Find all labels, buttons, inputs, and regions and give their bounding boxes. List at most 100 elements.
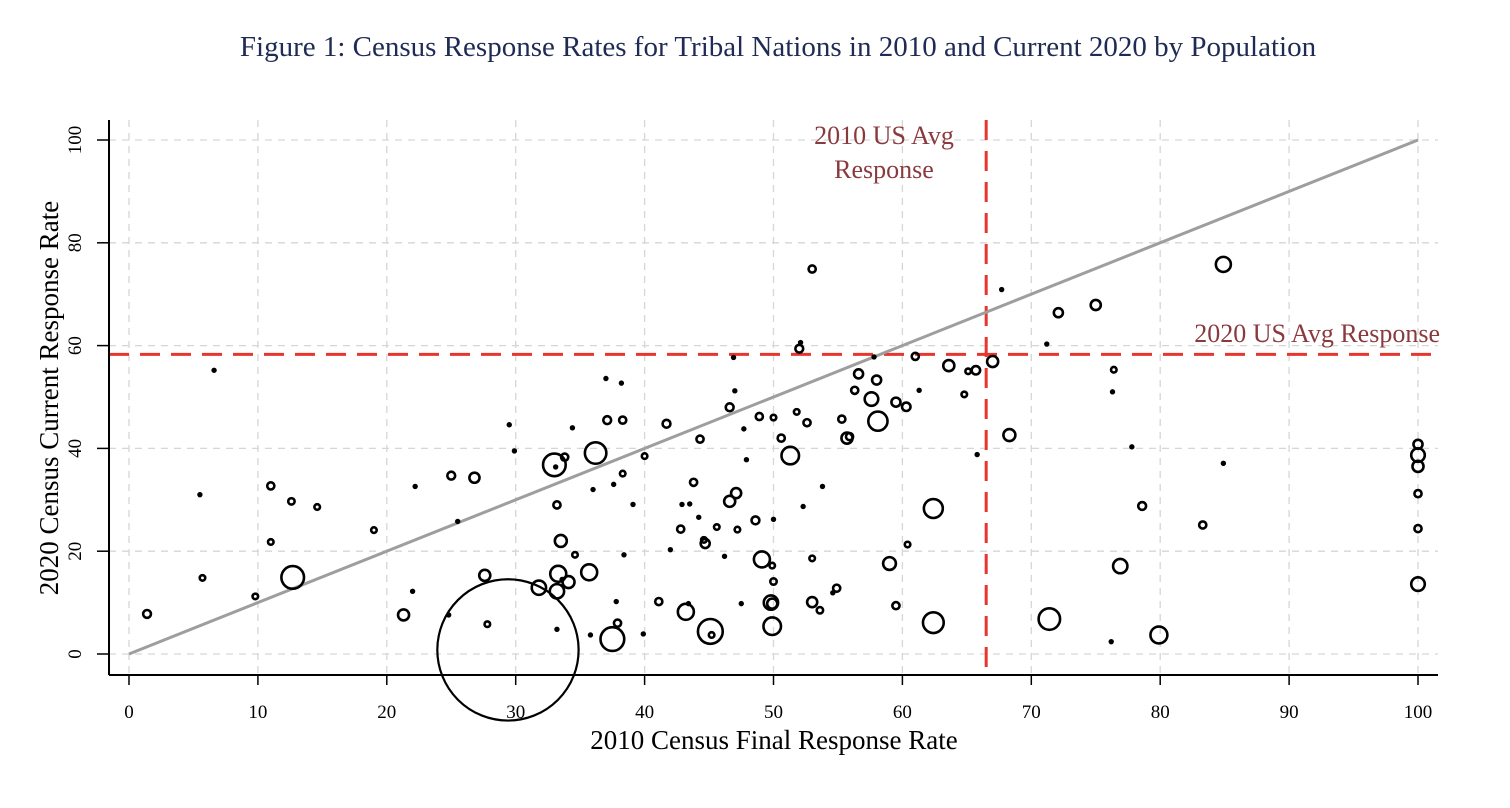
x-tick-label: 40 (635, 702, 654, 723)
bubble (752, 550, 772, 569)
y-tick-label: 20 (65, 542, 86, 561)
bubble (477, 568, 492, 583)
vref-label-line-2: Response (834, 155, 934, 184)
bubble (770, 516, 777, 523)
bubble (601, 414, 613, 426)
bubble (667, 546, 674, 553)
bubble (738, 600, 744, 607)
bubble (964, 367, 973, 376)
bubble (722, 494, 737, 509)
y-tick-label: 80 (65, 233, 86, 252)
bubble (679, 501, 685, 508)
bubble (559, 452, 570, 463)
bubble (1109, 389, 1116, 395)
y-tick-label: 0 (65, 649, 86, 659)
bubble (768, 561, 777, 570)
bubble (741, 426, 747, 432)
bubble (808, 554, 817, 563)
bubble (409, 588, 416, 594)
bubble (266, 537, 275, 547)
bubble (815, 605, 825, 615)
bubble (998, 286, 1005, 293)
bubble (579, 562, 599, 582)
bubble (552, 500, 562, 510)
bubble (1111, 557, 1129, 575)
x-tick-label: 70 (1022, 702, 1041, 723)
bubble (916, 387, 922, 394)
bubble (794, 343, 805, 354)
bubble (1149, 625, 1169, 645)
bubble (970, 364, 982, 376)
bubble (618, 380, 625, 386)
bubble (653, 596, 664, 607)
bubble (676, 602, 696, 622)
bubble (436, 578, 580, 722)
y-axis-title: 2020 Census Current Response Rate (34, 201, 64, 595)
bubble (313, 502, 322, 512)
bubble (724, 402, 735, 413)
bubble (530, 579, 548, 597)
bubble (198, 573, 207, 582)
bubble (511, 448, 518, 454)
bubble (251, 592, 260, 601)
bubble (1409, 576, 1427, 593)
bubble (468, 471, 481, 485)
bubbles (141, 255, 1427, 722)
bubble (211, 367, 217, 373)
bubble (454, 518, 461, 525)
bubble (548, 582, 566, 600)
bubble (922, 497, 945, 520)
bubble (729, 486, 743, 500)
bubble (768, 577, 778, 587)
bubble (696, 617, 725, 646)
bubble (286, 496, 296, 506)
vref-label-line-1: 2010 US Avg (814, 121, 954, 150)
bubble (910, 351, 921, 362)
bubble (743, 457, 750, 463)
bubble (621, 552, 627, 558)
bubble (640, 452, 649, 461)
bubble (1136, 500, 1148, 512)
bubble (733, 525, 742, 534)
bubble (618, 469, 627, 478)
axes: 0 10 20 30 40 50 60 70 80 90 100 0 20 40 60 80 100 (65, 120, 1438, 723)
bubble (561, 574, 576, 590)
bubble (863, 390, 880, 408)
bubble (612, 618, 623, 629)
href-label: 2020 US Avg Response (1194, 319, 1440, 348)
x-tick-label: 50 (764, 702, 783, 723)
bubble (871, 354, 877, 360)
bubble (1197, 520, 1208, 530)
bubble (1413, 523, 1423, 534)
bubble (617, 415, 628, 426)
bubble (587, 632, 594, 638)
bubble (974, 451, 980, 458)
bubble (141, 608, 153, 620)
bubble (412, 483, 418, 490)
y-tick-label: 60 (65, 336, 86, 355)
bubble (1109, 365, 1118, 374)
bubble (903, 540, 912, 549)
bubble (754, 411, 765, 422)
bubble (985, 354, 1000, 369)
bubble (867, 410, 889, 433)
bubble (552, 464, 559, 470)
bubble (870, 374, 883, 386)
diagonal-line (128, 138, 1419, 656)
bubble (780, 445, 801, 466)
bubble (921, 610, 946, 635)
bubble (688, 477, 699, 488)
bubble (900, 401, 912, 413)
x-tick-label: 0 (124, 702, 134, 723)
bubble (805, 595, 819, 609)
bubble (506, 422, 512, 428)
bubble (800, 503, 806, 510)
bubble (941, 358, 956, 373)
x-tick-label: 10 (248, 702, 267, 723)
bubble (1037, 607, 1062, 632)
bubble (769, 413, 778, 422)
chart-title: Figure 1: Census Response Rates for Trib… (240, 31, 1317, 63)
diagonal-line-layer (128, 138, 1419, 656)
bubble (699, 537, 712, 550)
bubble (852, 368, 865, 380)
